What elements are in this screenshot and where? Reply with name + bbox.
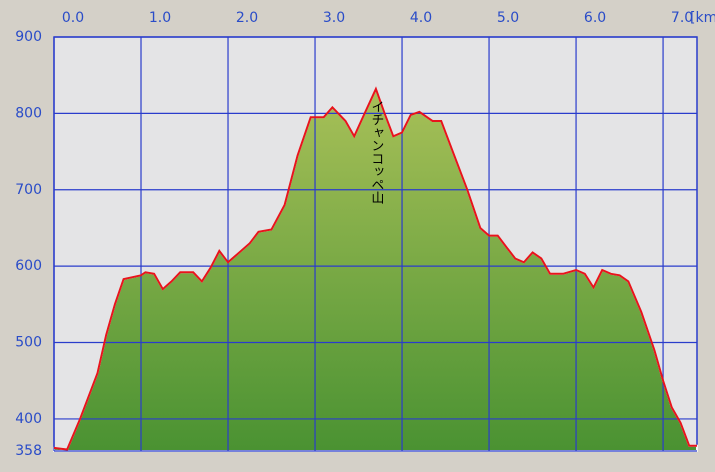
- y-tick-label: 500: [15, 335, 42, 351]
- y-tick-label: 900: [15, 29, 42, 45]
- elevation-line: [53, 86, 697, 451]
- x-tick-label: 7.0: [671, 10, 693, 26]
- x-tick-label: 2.0: [236, 10, 258, 26]
- x-tick-label: 6.0: [584, 10, 606, 26]
- y-tick-label: 400: [15, 411, 42, 427]
- y-tick-label: 358: [15, 443, 42, 459]
- x-tick-label: 5.0: [497, 10, 519, 26]
- y-tick-label: 800: [15, 105, 42, 121]
- x-unit: [km: [690, 10, 715, 26]
- y-tick-label: 600: [15, 258, 42, 274]
- y-tick-label: 700: [15, 182, 42, 198]
- x-tick-label: 1.0: [149, 10, 171, 26]
- x-tick-label: 0.0: [62, 10, 84, 26]
- x-tick-label: 3.0: [323, 10, 345, 26]
- x-tick-label: 4.0: [410, 10, 432, 26]
- annotation: イチャンコッペ山: [368, 100, 384, 204]
